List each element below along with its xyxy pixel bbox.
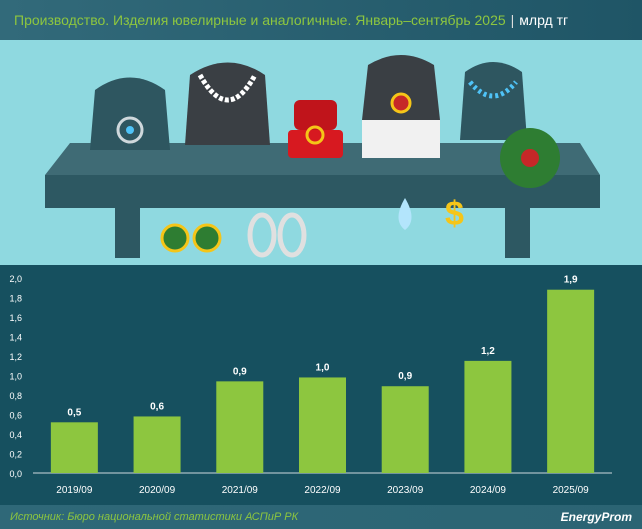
brooch-icon [500,128,560,188]
y-tick-label: 0,6 [9,411,22,421]
ring-box-icon [288,100,343,158]
blue-necklace-bust-icon [460,62,527,140]
y-tick-label: 2,0 [9,274,22,284]
bar [133,416,181,473]
x-tick-label: 2024/09 [470,485,507,496]
bar [216,381,264,473]
data-label: 0,9 [233,366,247,377]
bar [547,289,595,473]
source-note: Источник: Бюро национальной статистики А… [10,511,299,523]
bar [50,422,98,473]
y-tick-label: 0,4 [9,430,22,440]
x-tick-label: 2019/09 [56,485,93,496]
x-tick-label: 2021/09 [222,485,259,496]
bar [299,377,346,473]
bar [381,386,429,473]
data-label: 0,6 [150,401,164,412]
earrings-icon [160,212,307,258]
y-tick-label: 1,6 [9,313,22,323]
data-label: 0,9 [398,371,412,382]
chart-footer: Источник: Бюро национальной статистики А… [0,505,642,529]
data-label: 1,0 [316,362,330,373]
y-tick-label: 0,2 [9,450,22,460]
chart-header: Производство. Изделия ювелирные и аналог… [0,0,642,40]
x-tick-label: 2023/09 [387,485,424,496]
drop-pendant-icon [398,198,412,230]
bar [464,360,512,473]
data-label: 0,5 [67,407,81,418]
display-table-icon [45,143,600,258]
dollar-pendant-icon: $ [445,195,464,233]
y-tick-label: 0,8 [9,391,22,401]
svg-text:$: $ [445,195,464,233]
y-tick-label: 0,0 [9,469,22,479]
y-tick-label: 1,0 [9,372,22,382]
chart-svg: 0,0 0,2 0,4 0,6 0,8 1,0 1,2 1,4 1,6 1,8 2,0 0,5 2019… [9,274,612,496]
chart-title: Производство. Изделия ювелирные и аналог… [14,12,506,28]
x-tick-label: 2025/09 [553,485,590,496]
necklace-bust-icon [90,77,170,150]
energyprom-logo: EnergyProm [560,510,632,524]
unit-label: млрд тг [519,12,569,28]
x-tick-label: 2022/09 [304,485,341,496]
data-label: 1,2 [481,346,495,357]
y-tick-label: 1,2 [9,352,22,362]
y-tick-label: 1,4 [9,333,22,343]
pendant-bust-icon [362,55,440,158]
pearl-necklace-bust-icon [185,62,270,145]
x-tick-label: 2020/09 [139,485,176,496]
jewelry-illustration: $ [0,40,642,265]
data-label: 1,9 [564,275,578,286]
y-tick-label: 1,8 [9,294,22,304]
title-separator: | [510,12,515,28]
bar-chart: 0,0 0,2 0,4 0,6 0,8 1,0 1,2 1,4 1,6 1,8 2,0 0,5 2019… [0,265,642,505]
